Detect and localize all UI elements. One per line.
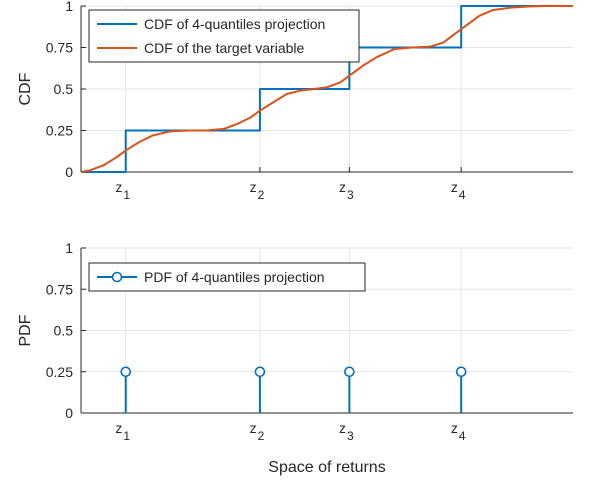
x-tick-base: z	[250, 420, 257, 436]
x-tick-subscript: 2	[258, 429, 265, 443]
y-axis-label: CDF	[17, 72, 34, 105]
x-tick-label: z3	[339, 420, 354, 443]
pdf-stem-marker	[254, 366, 266, 378]
legend-swatch	[97, 271, 137, 283]
x-tick-label: z2	[250, 179, 265, 202]
x-tick-label: z1	[115, 420, 130, 443]
x-tick-base: z	[339, 179, 346, 195]
legend-label: CDF of 4-quantiles projection	[144, 16, 325, 32]
y-tick-label: 0.75	[46, 40, 73, 56]
y-tick-label: 0.75	[46, 281, 73, 297]
x-tick-base: z	[339, 420, 346, 436]
x-tick-subscript: 1	[123, 188, 130, 202]
pdf-stem-marker	[455, 366, 467, 378]
y-tick-label: 0.25	[46, 364, 73, 380]
y-tick-label: 0.5	[54, 323, 74, 339]
y-tick-label: 0	[65, 405, 73, 421]
x-tick-base: z	[115, 420, 122, 436]
legend-box	[88, 9, 360, 63]
legend-label: CDF of the target variable	[144, 40, 305, 56]
x-tick-subscript: 4	[459, 429, 466, 443]
x-tick-base: z	[451, 179, 458, 195]
y-tick-label: 1	[65, 0, 73, 14]
x-tick-subscript: 4	[459, 188, 466, 202]
x-tick-subscript: 3	[347, 188, 354, 202]
legend: PDF of 4-quantiles projection	[88, 262, 366, 292]
x-tick-label: z3	[339, 179, 354, 202]
x-tick-base: z	[451, 420, 458, 436]
legend-label: PDF of 4-quantiles projection	[144, 269, 325, 285]
y-tick-label: 1	[65, 240, 73, 256]
x-axis-label: Space of returns	[268, 459, 385, 476]
y-tick-label: 0	[65, 164, 73, 180]
y-tick-label: 0.25	[46, 123, 73, 139]
legend: CDF of 4-quantiles projection CDF of the …	[88, 9, 360, 63]
x-tick-subscript: 2	[258, 188, 265, 202]
x-tick-label: z1	[115, 179, 130, 202]
x-tick-subscript: 1	[123, 429, 130, 443]
pdf-stem-marker	[344, 366, 355, 378]
pdf-stem-marker	[120, 366, 132, 378]
x-tick-label: z4	[451, 420, 466, 443]
x-tick-label: z2	[250, 420, 265, 443]
x-tick-subscript: 3	[347, 429, 354, 443]
x-tick-base: z	[250, 179, 257, 195]
legend-swatch-marker	[111, 271, 123, 283]
x-tick-label: z4	[451, 179, 466, 202]
y-axis-label: PDF	[17, 314, 34, 346]
target-cdf-curve	[80, 5, 573, 173]
x-tick-base: z	[115, 179, 122, 195]
y-tick-label: 0.5	[54, 81, 74, 97]
